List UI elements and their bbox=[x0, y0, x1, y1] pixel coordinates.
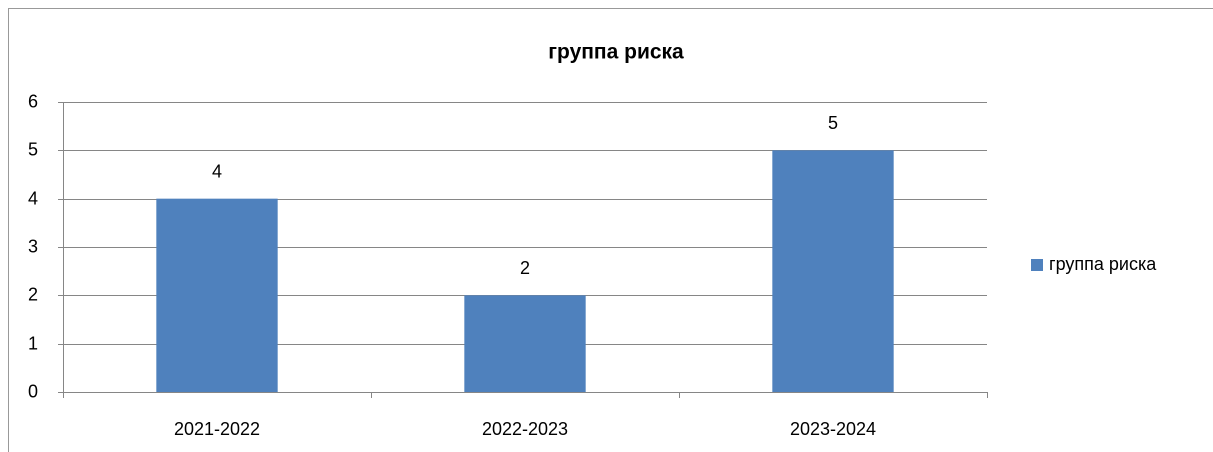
y-tick-label: 4 bbox=[28, 188, 38, 208]
y-tick-label: 3 bbox=[28, 236, 38, 256]
y-tick-label: 5 bbox=[28, 139, 38, 159]
x-tick-label: 2021-2022 bbox=[174, 419, 260, 439]
legend-label: группа риска bbox=[1049, 254, 1157, 274]
y-tick-label: 0 bbox=[28, 381, 38, 401]
data-label: 5 bbox=[828, 113, 838, 133]
data-label: 4 bbox=[212, 161, 222, 181]
y-tick-label: 2 bbox=[28, 284, 38, 304]
y-tick-label: 6 bbox=[28, 91, 38, 111]
bar bbox=[156, 198, 278, 392]
bar bbox=[464, 295, 586, 392]
legend-swatch bbox=[1031, 259, 1043, 271]
chart-title: группа риска bbox=[548, 41, 684, 64]
data-label: 2 bbox=[520, 258, 530, 278]
x-tick-label: 2023-2024 bbox=[790, 419, 876, 439]
y-tick-label: 1 bbox=[28, 333, 38, 353]
x-tick-label: 2022-2023 bbox=[482, 419, 568, 439]
bar bbox=[772, 150, 894, 392]
